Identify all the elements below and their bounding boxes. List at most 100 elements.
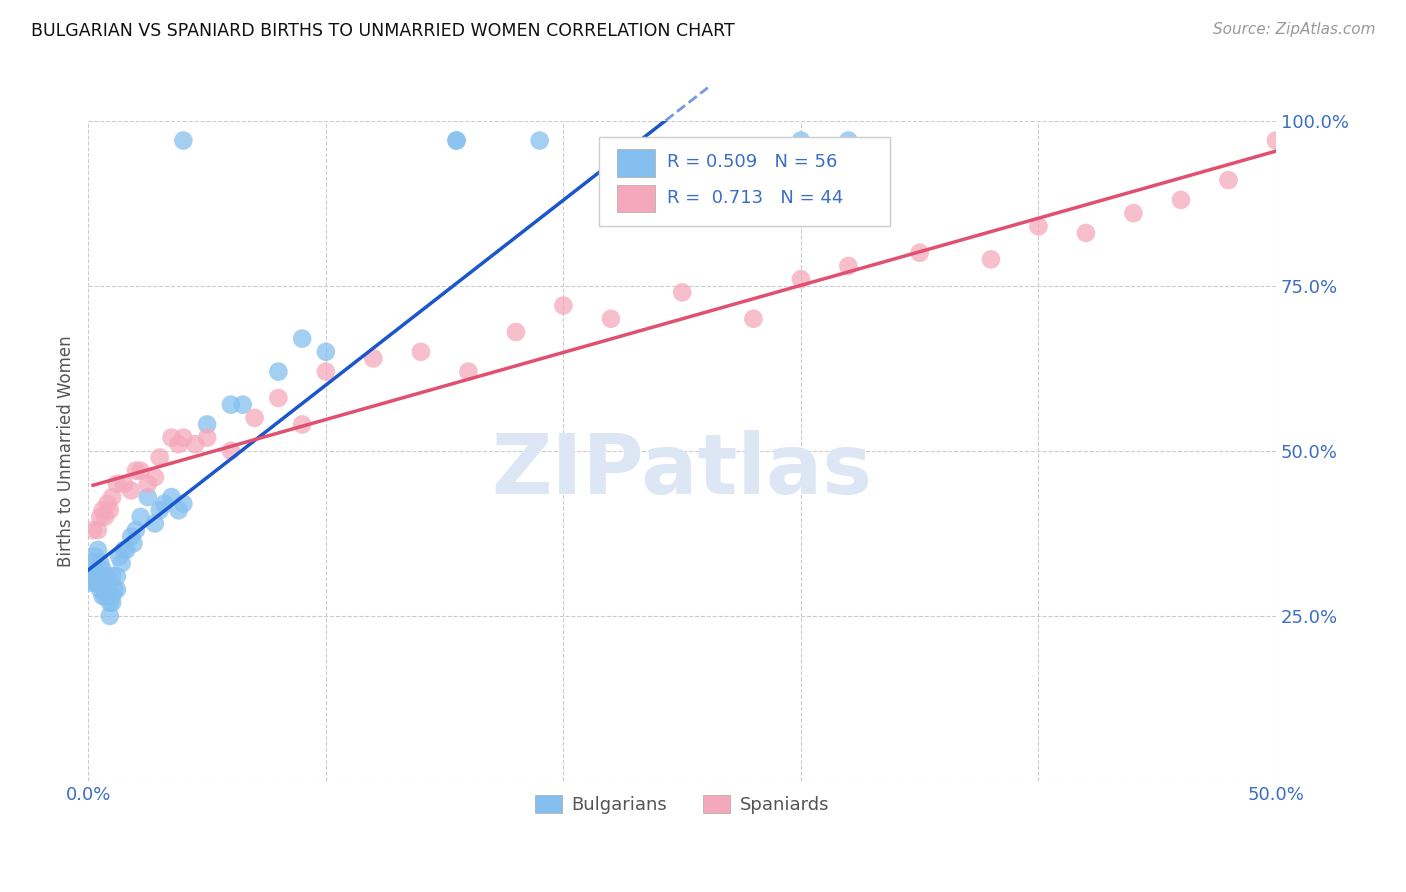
Text: BULGARIAN VS SPANIARD BIRTHS TO UNMARRIED WOMEN CORRELATION CHART: BULGARIAN VS SPANIARD BIRTHS TO UNMARRIE…: [31, 22, 735, 40]
Point: [89, 582, 111, 597]
Point: [446, 134, 468, 148]
Point: [980, 252, 1002, 267]
Point: [315, 365, 337, 379]
Point: [122, 536, 145, 550]
Point: [115, 542, 138, 557]
Point: [87, 523, 110, 537]
Point: [80, 575, 103, 590]
FancyBboxPatch shape: [617, 185, 655, 212]
Point: [790, 272, 813, 286]
Point: [529, 134, 551, 148]
Point: [108, 549, 131, 564]
Point: [153, 497, 176, 511]
Point: [167, 503, 190, 517]
Point: [89, 575, 111, 590]
Point: [267, 391, 290, 405]
Text: R =  0.713   N = 44: R = 0.713 N = 44: [666, 189, 844, 207]
Point: [103, 582, 125, 597]
Point: [84, 575, 107, 590]
Point: [837, 259, 859, 273]
Point: [195, 431, 218, 445]
Point: [82, 556, 104, 570]
Point: [94, 569, 117, 583]
Point: [363, 351, 385, 366]
Point: [84, 563, 107, 577]
Point: [101, 596, 124, 610]
Point: [167, 437, 190, 451]
Point: [120, 530, 142, 544]
Point: [409, 344, 432, 359]
Point: [94, 582, 117, 597]
Point: [129, 464, 152, 478]
Point: [111, 556, 134, 570]
Point: [219, 443, 242, 458]
Point: [790, 134, 813, 148]
Point: [172, 497, 194, 511]
Point: [82, 569, 104, 583]
Point: [101, 589, 124, 603]
Point: [91, 589, 114, 603]
Point: [291, 332, 314, 346]
Point: [600, 311, 623, 326]
Point: [96, 497, 118, 511]
Point: [446, 134, 468, 148]
Point: [908, 245, 931, 260]
Point: [105, 582, 128, 597]
Point: [1265, 134, 1288, 148]
Point: [1170, 193, 1192, 207]
Point: [112, 542, 135, 557]
Point: [160, 431, 183, 445]
Point: [112, 476, 135, 491]
Point: [125, 523, 148, 537]
Point: [149, 503, 172, 517]
Point: [143, 516, 166, 531]
Point: [742, 311, 765, 326]
Point: [105, 476, 128, 491]
Point: [89, 509, 111, 524]
Y-axis label: Births to Unmarried Women: Births to Unmarried Women: [58, 335, 75, 566]
Point: [105, 569, 128, 583]
Point: [243, 410, 266, 425]
Point: [120, 483, 142, 498]
Point: [457, 365, 479, 379]
Point: [91, 563, 114, 577]
Point: [89, 556, 111, 570]
Point: [505, 325, 527, 339]
Text: ZIPatlas: ZIPatlas: [492, 430, 873, 511]
Text: R = 0.509   N = 56: R = 0.509 N = 56: [666, 153, 837, 171]
Point: [219, 398, 242, 412]
Point: [1122, 206, 1144, 220]
Point: [291, 417, 314, 432]
Point: [87, 569, 110, 583]
Point: [315, 344, 337, 359]
Point: [98, 608, 121, 623]
Point: [101, 490, 124, 504]
Point: [671, 285, 693, 300]
Point: [837, 134, 859, 148]
Point: [267, 365, 290, 379]
Point: [1218, 173, 1240, 187]
Point: [94, 589, 117, 603]
Point: [195, 417, 218, 432]
Point: [96, 569, 118, 583]
Point: [232, 398, 254, 412]
FancyBboxPatch shape: [599, 137, 890, 227]
Point: [91, 503, 114, 517]
Point: [136, 490, 159, 504]
Legend: Bulgarians, Spaniards: Bulgarians, Spaniards: [529, 788, 837, 822]
Point: [149, 450, 172, 465]
Point: [91, 575, 114, 590]
Point: [101, 569, 124, 583]
Point: [553, 299, 575, 313]
Point: [96, 582, 118, 597]
FancyBboxPatch shape: [617, 149, 655, 177]
Point: [87, 542, 110, 557]
Point: [129, 509, 152, 524]
Point: [82, 523, 104, 537]
Point: [94, 509, 117, 524]
Point: [98, 503, 121, 517]
Point: [184, 437, 207, 451]
Point: [136, 476, 159, 491]
Point: [172, 431, 194, 445]
Text: Source: ZipAtlas.com: Source: ZipAtlas.com: [1212, 22, 1375, 37]
